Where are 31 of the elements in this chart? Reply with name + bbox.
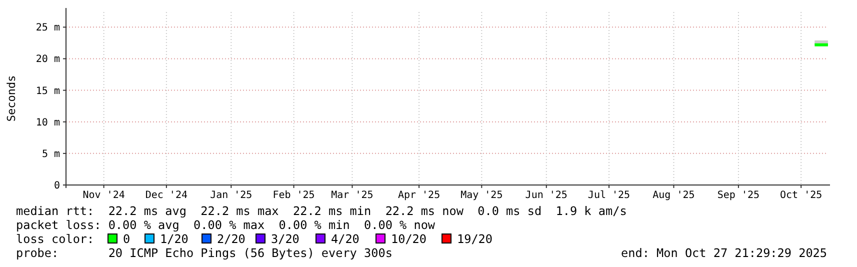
x-tick-label: Oct '25 — [780, 190, 822, 201]
text: median rtt: 22.2 ms avg 22.2 ms max 22.2 ms min 22.2 ms now 0.0 ms sd 1.9 k am/s — [16, 204, 627, 218]
text: packet loss: 0.00 % avg 0.00 % max 0.00 % min 0.00 % now — [16, 218, 436, 232]
x-tick-label: Nov '24 — [82, 190, 125, 201]
legend-label: 4/20 — [331, 232, 360, 246]
legend-label: 3/20 — [271, 232, 300, 246]
x-tick-label: May '25 — [460, 190, 503, 201]
y-tick-label: 25 m — [36, 22, 60, 34]
x-tick-label: Jan '25 — [210, 190, 252, 201]
x-tick-label: Aug '25 — [652, 190, 695, 201]
y-tick-label: 0 — [54, 180, 60, 192]
legend-label: 10/20 — [391, 232, 427, 246]
text: end: Mon Oct 27 21:29:29 2025 — [621, 246, 827, 260]
text: probe: 20 ICMP Echo Pings (56 Bytes) every 300s — [16, 246, 392, 260]
x-tick-label: Sep '25 — [717, 190, 760, 201]
x-tick-label: Dec '24 — [145, 190, 188, 201]
y-tick-label: 5 m — [42, 148, 60, 160]
legend-label: 2/20 — [217, 232, 246, 246]
legend-label: 19/20 — [457, 232, 493, 246]
y-axis-title: Seconds — [5, 75, 18, 122]
x-tick-label: Jun '25 — [525, 190, 568, 201]
legend-label: 1/20 — [160, 232, 188, 246]
legend-label: 0 — [123, 232, 130, 246]
x-tick-label: Feb '25 — [272, 190, 315, 201]
y-tick-label: 20 m — [36, 54, 60, 66]
x-tick-label: Mar '25 — [331, 190, 374, 201]
y-tick-label: 10 m — [36, 117, 60, 128]
text: loss color: — [16, 232, 94, 246]
y-tick-label: 15 m — [36, 86, 60, 97]
x-tick-label: Jul '25 — [588, 190, 630, 201]
x-tick-label: Apr '25 — [398, 190, 440, 201]
